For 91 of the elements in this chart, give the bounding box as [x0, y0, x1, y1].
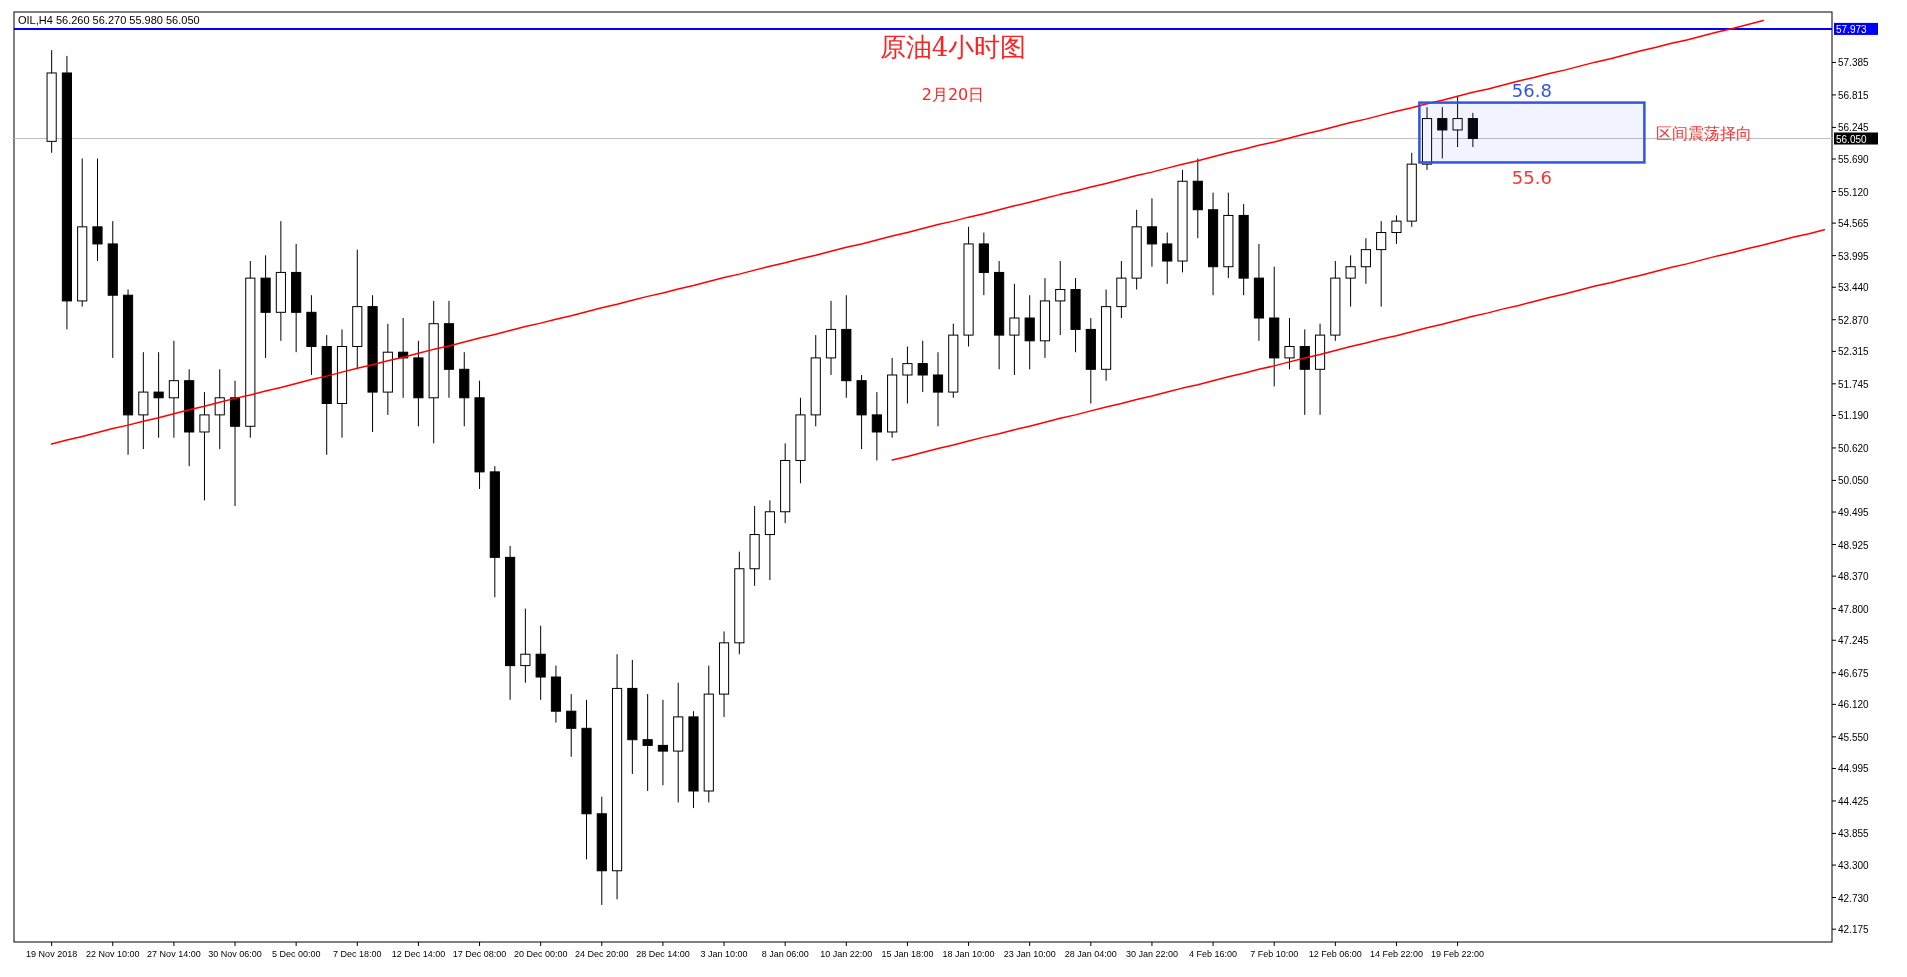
- y-tick-label: 49.495: [1838, 507, 1870, 519]
- y-tick-label: 53.995: [1838, 250, 1870, 262]
- candlestick: [1284, 317, 1295, 370]
- candlestick: [1376, 220, 1387, 308]
- y-tick-label: 55.120: [1838, 186, 1870, 198]
- annotation: 55.6: [1511, 167, 1552, 189]
- x-tick-label: 18 Jan 10:00: [942, 949, 995, 959]
- candlestick: [1009, 283, 1020, 376]
- x-tick-label: 8 Jan 06:00: [761, 949, 809, 959]
- y-tick-label: 50.620: [1838, 442, 1870, 454]
- y-tick-label: 44.425: [1838, 795, 1870, 807]
- y-tick-label: 47.800: [1838, 603, 1870, 615]
- x-tick-label: 20 Dec 00:00: [513, 949, 568, 959]
- candlestick: [153, 351, 164, 439]
- candlestick: [1162, 232, 1173, 285]
- candlestick: [1345, 254, 1356, 308]
- candlestick: [214, 368, 225, 450]
- ref-line-label: 56.050: [1836, 133, 1868, 145]
- x-tick-label: 28 Dec 14:00: [636, 949, 690, 959]
- candlestick: [657, 699, 669, 786]
- band-label: 区间震荡择向: [1656, 123, 1753, 143]
- candlestick: [764, 499, 775, 581]
- candlestick: [902, 346, 913, 404]
- x-tick-label: 24 Dec 20:00: [575, 949, 629, 959]
- candlestick: [1299, 328, 1310, 416]
- y-tick-label: 54.565: [1838, 218, 1870, 230]
- candlestick: [92, 157, 103, 262]
- y-tick-label: 47.245: [1838, 635, 1870, 647]
- x-tick-label: 12 Dec 14:00: [391, 949, 446, 959]
- x-tick-label: 4 Feb 16:00: [1189, 949, 1238, 959]
- ref-line-label: 57.973: [1836, 23, 1868, 35]
- y-tick-label: 43.855: [1838, 828, 1870, 840]
- candlestick: [138, 351, 149, 450]
- y-tick-label: 48.370: [1838, 571, 1870, 583]
- candlestick: [871, 391, 882, 461]
- candlestick: [1024, 294, 1035, 370]
- x-tick-label: 30 Jan 22:00: [1125, 949, 1178, 959]
- x-tick-label: 27 Nov 14:00: [147, 949, 201, 959]
- candlestick: [1360, 237, 1371, 285]
- x-tick-label: 3 Jan 10:00: [700, 949, 748, 959]
- y-tick-label: 50.050: [1838, 475, 1870, 487]
- x-tick-label: 19 Nov 2018: [26, 949, 78, 959]
- text: 原油4小时图: [879, 32, 1027, 62]
- y-tick-label: 46.120: [1838, 699, 1870, 711]
- candlestick: [1437, 106, 1448, 159]
- y-tick-label: 48.925: [1838, 539, 1870, 551]
- y-tick-label: 56.815: [1838, 89, 1870, 101]
- x-tick-label: 15 Jan 18:00: [881, 949, 934, 959]
- candlestick: [168, 340, 179, 439]
- y-tick-label: 52.870: [1838, 314, 1870, 326]
- x-tick-label: 17 Dec 08:00: [452, 949, 507, 959]
- candlestick: [1467, 112, 1478, 148]
- x-tick-label: 10 Jan 22:00: [820, 949, 873, 959]
- x-tick-label: 7 Dec 18:00: [333, 949, 382, 959]
- candlestick: [1391, 214, 1402, 245]
- text: 2月20日: [921, 85, 985, 104]
- y-tick-label: 42.175: [1838, 924, 1870, 936]
- annotation: OIL,H4 56.260 56.270 55.980 56.050: [18, 14, 200, 26]
- y-tick-label: 44.995: [1838, 763, 1870, 775]
- line-series: [891, 228, 1826, 461]
- x-tick-label: 5 Dec 00:00: [271, 949, 321, 959]
- x-tick-label: 19 Feb 22:00: [1431, 949, 1485, 959]
- candlestick: [917, 340, 928, 393]
- x-tick-label: 14 Feb 22:00: [1369, 949, 1423, 959]
- annotation: 56.8: [1511, 79, 1552, 101]
- y-tick-label: 55.690: [1838, 154, 1870, 166]
- candlestick: [932, 351, 944, 427]
- x-tick-label: 30 Nov 06:00: [208, 949, 262, 959]
- y-tick-label: 56.245: [1838, 122, 1870, 134]
- x-tick-label: 23 Jan 10:00: [1003, 949, 1056, 959]
- candlestick: [642, 693, 653, 792]
- y-tick-label: 57.385: [1838, 57, 1870, 69]
- x-tick-label: 12 Feb 06:00: [1308, 949, 1362, 959]
- y-tick-label: 42.730: [1838, 892, 1870, 904]
- x-tick-label: 22 Nov 10:00: [86, 949, 140, 959]
- x-tick-label: 28 Jan 04:00: [1064, 949, 1117, 959]
- candlestick: [535, 625, 546, 701]
- x-tick-label: 7 Feb 10:00: [1250, 949, 1299, 959]
- candlestick: [1055, 260, 1066, 336]
- candlestick: [1452, 95, 1463, 148]
- y-tick-label: 53.440: [1838, 282, 1870, 294]
- y-tick-label: 45.550: [1838, 731, 1870, 743]
- y-tick-label: 51.745: [1838, 378, 1870, 390]
- y-tick-label: 46.675: [1838, 667, 1870, 679]
- candlestick: [1146, 197, 1158, 268]
- candlestick: [566, 693, 577, 758]
- y-tick-label: 52.315: [1838, 346, 1870, 358]
- candlestick: [520, 608, 531, 684]
- candlestick: [199, 391, 210, 501]
- y-tick-label: 51.190: [1838, 410, 1870, 422]
- y-tick-label: 43.300: [1838, 860, 1870, 872]
